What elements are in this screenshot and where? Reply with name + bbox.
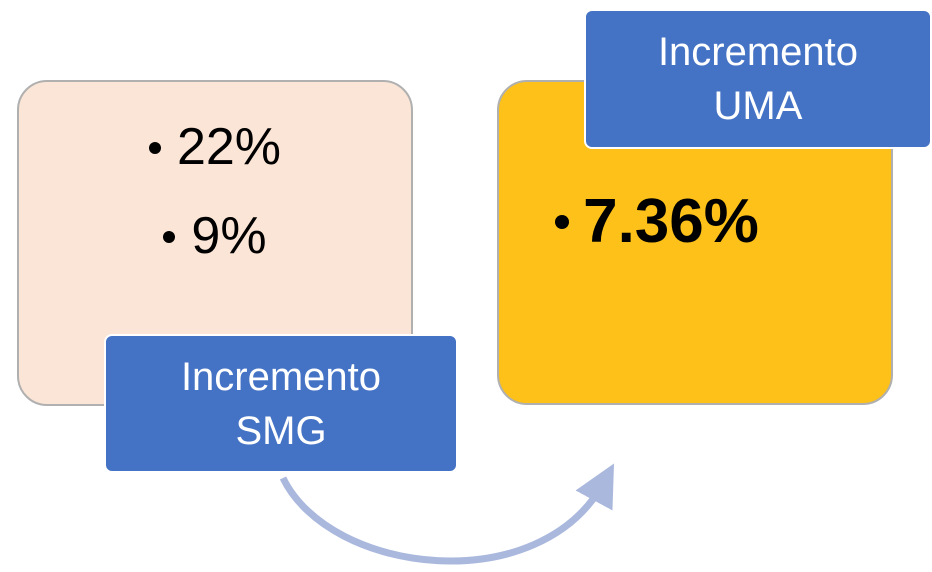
left-label: Incremento SMG [104,334,458,473]
bullet-item: 9% [163,192,267,281]
bullet-dot [163,230,176,243]
right-bullets: 7.36% [497,182,817,262]
left-bullets: 22% 9% [17,103,413,281]
label-line: UMA [713,84,803,128]
bullet-item: 22% [148,103,282,192]
bullet-text: 7.36% [583,187,759,256]
bullet-dot [555,215,570,229]
bullet-item: 7.36% [555,182,759,262]
label-line: Incremento [657,30,859,74]
label-line: SMG [235,408,327,453]
bullet-dot [148,141,161,154]
bullet-text: 9% [191,207,267,265]
label-line: Incremento [180,354,382,399]
bullet-text: 22% [176,118,282,176]
curved-arrow [279,463,615,565]
right-label: Incremento UMA [584,9,932,149]
